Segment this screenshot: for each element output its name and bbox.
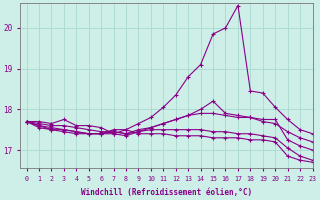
X-axis label: Windchill (Refroidissement éolien,°C): Windchill (Refroidissement éolien,°C) [81, 188, 252, 197]
